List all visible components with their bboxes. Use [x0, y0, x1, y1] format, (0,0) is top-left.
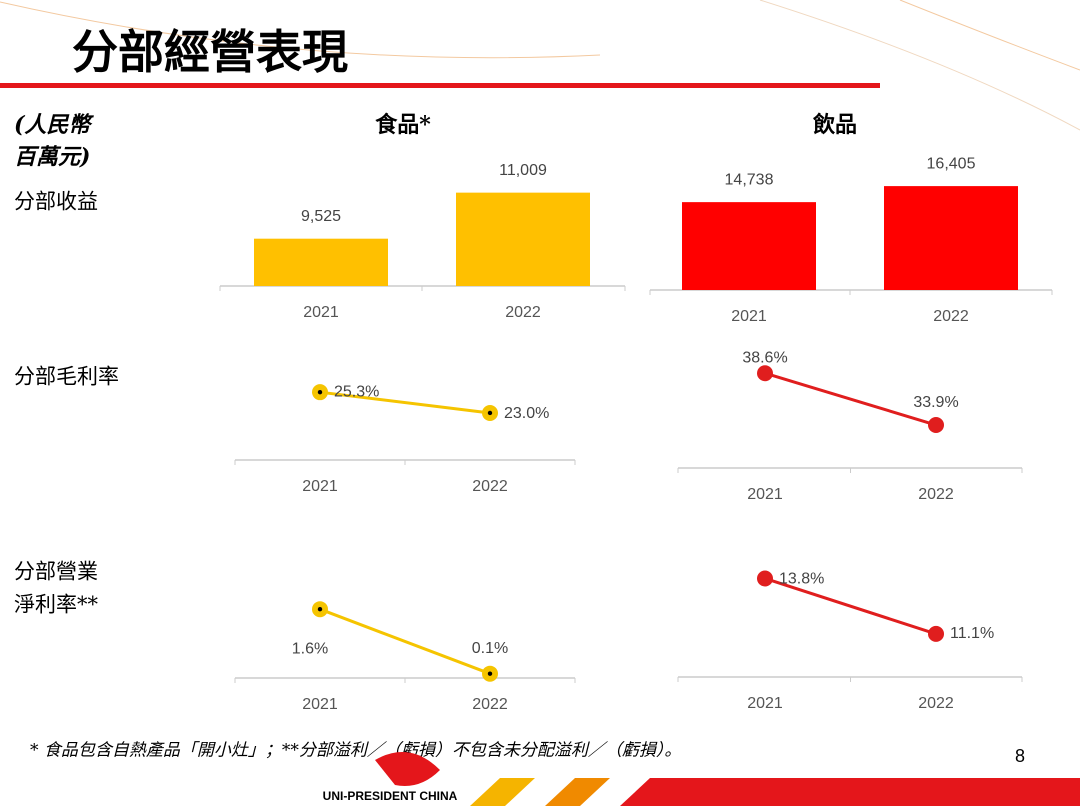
line: [764, 577, 937, 636]
marker: [928, 625, 944, 642]
value-label: 0.1%: [472, 640, 508, 657]
bar: [456, 192, 590, 286]
marker: [928, 417, 944, 434]
x-tick-label: 2022: [918, 486, 954, 503]
title-rule: [0, 83, 880, 88]
x-tick-label: 2022: [918, 695, 954, 712]
x-tick-label: 2021: [303, 304, 339, 321]
line: [319, 390, 491, 415]
marker-dot: [317, 389, 323, 395]
chart-title: 食品*: [375, 112, 431, 138]
bar: [884, 186, 1018, 290]
logo-icon: [375, 752, 440, 786]
x-tick-label: 2021: [302, 478, 338, 495]
row-label: 分部毛利率: [14, 365, 119, 389]
x-tick-label: 2021: [731, 308, 767, 325]
value-label: 9,525: [301, 208, 341, 225]
unit: 百萬元): [14, 144, 90, 170]
x-tick-label: 2022: [933, 308, 969, 325]
value-label: 33.9%: [913, 394, 958, 411]
bar: [682, 202, 816, 290]
value-label: 13.8%: [779, 571, 824, 588]
x-tick-label: 2021: [747, 486, 783, 503]
footer-stripe: [545, 778, 610, 806]
page-number: 8: [1015, 746, 1025, 766]
row-label: 淨利率**: [14, 593, 98, 617]
x-tick-label: 2022: [472, 696, 508, 713]
footnote: * 食品包含自熱產品「開小灶」；**分部溢利／（虧損）不包含未分配溢利／（虧損）…: [30, 741, 681, 761]
value-label: 1.6%: [292, 640, 328, 657]
footer-stripe: [470, 778, 535, 806]
logo-text: UNI-PRESIDENT CHINA: [323, 789, 458, 803]
unit: (人民幣: [14, 112, 94, 138]
value-label: 11.1%: [950, 625, 994, 642]
value-label: 25.3%: [334, 383, 379, 400]
decor-curve: [759, 0, 1080, 131]
bar: [254, 238, 388, 286]
value-label: 23.0%: [504, 405, 549, 422]
decor-curve: [899, 0, 1080, 71]
marker-dot: [317, 607, 323, 612]
value-label: 38.6%: [742, 349, 787, 366]
decor-curve: [0, 1, 601, 59]
value-label: 11,009: [499, 162, 547, 179]
x-tick-label: 2022: [505, 304, 541, 321]
row-label: 分部收益: [14, 190, 98, 214]
chart-title: 飲品: [812, 112, 857, 138]
marker: [757, 365, 773, 382]
marker-dot: [487, 410, 493, 416]
marker-dot: [487, 671, 493, 676]
value-label: 14,738: [725, 171, 774, 188]
value-label: 16,405: [927, 155, 976, 172]
line: [764, 371, 937, 427]
marker: [757, 570, 773, 587]
x-tick-label: 2021: [302, 696, 338, 713]
x-tick-label: 2021: [747, 695, 783, 712]
slide-title: 分部經營表現: [72, 25, 348, 79]
row-label: 分部營業: [14, 560, 98, 584]
line: [319, 607, 491, 676]
x-tick-label: 2022: [472, 478, 508, 495]
footer-stripe: [620, 778, 1080, 806]
